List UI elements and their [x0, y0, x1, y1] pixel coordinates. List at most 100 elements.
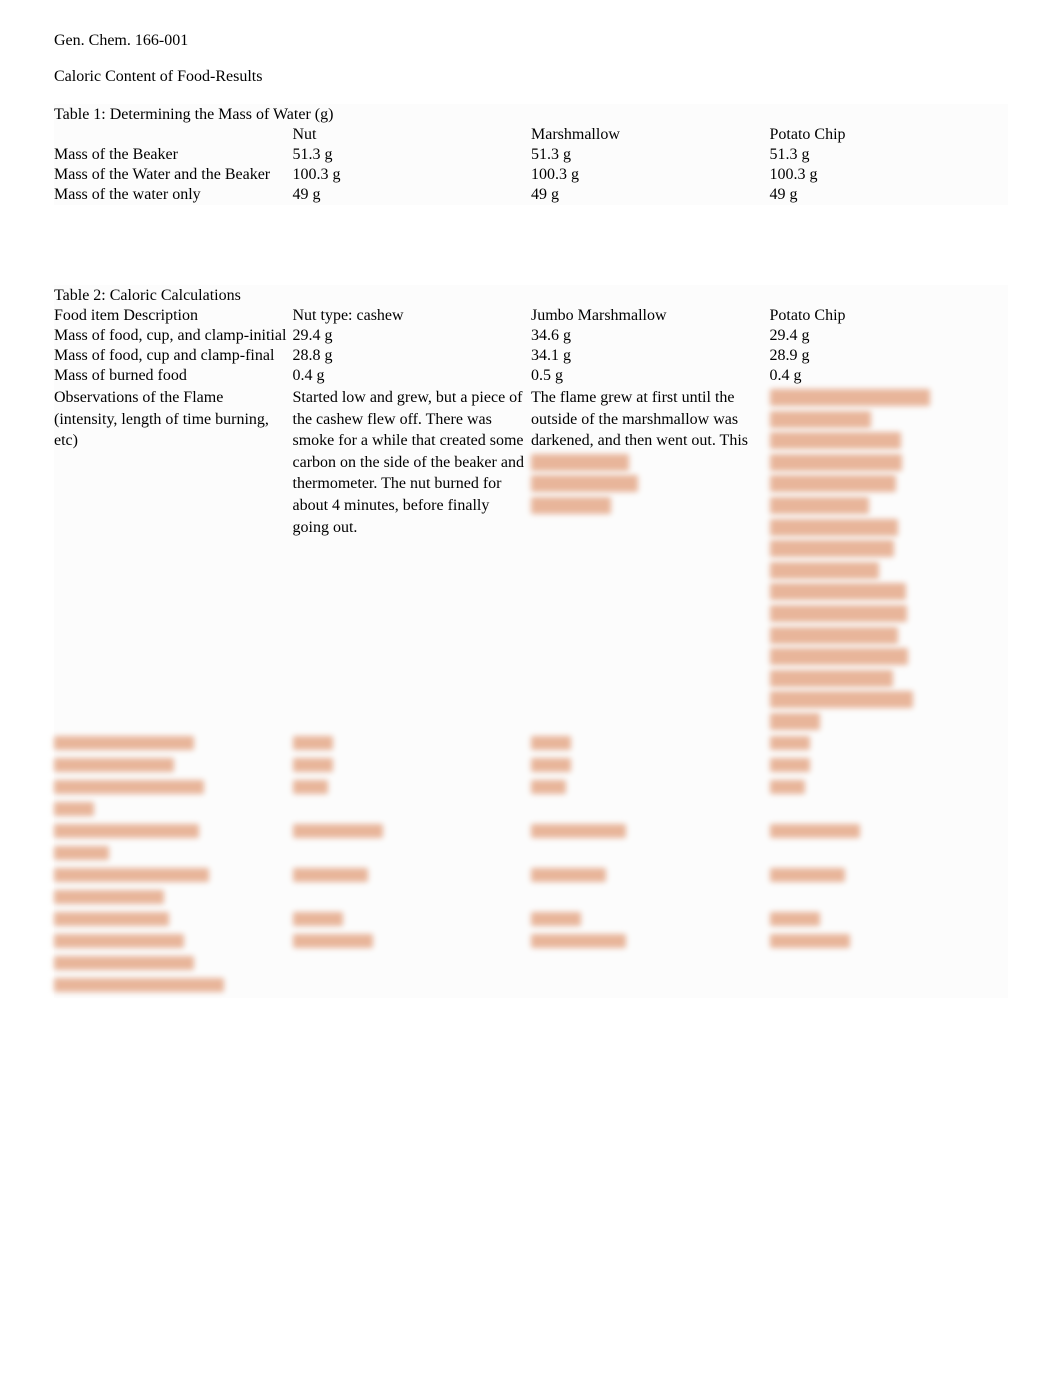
cell: 29.4 g: [293, 326, 532, 346]
blurred-text: xx: [54, 824, 199, 838]
blurred-text: xx: [54, 956, 194, 970]
blurred-text: ran and dripping. The: [770, 648, 908, 665]
blurred-text: an about. The it thing: [770, 605, 907, 622]
blurred-text: xx: [54, 780, 204, 794]
blurred-text: through the pokey on: [770, 583, 906, 600]
blurred-text: xx: [54, 736, 194, 750]
blurred-text: xx: [770, 912, 820, 926]
page-title: Caloric Content of Food-Results: [54, 68, 1008, 86]
cell: 100.3 g: [293, 165, 532, 185]
blurred-text: little place I tried: [770, 562, 880, 579]
blurred-text: burned beneath the f: [770, 432, 901, 449]
blurred-text: xx: [770, 780, 805, 794]
table-header-cell: Nut: [293, 125, 532, 145]
blurred-text: xx: [531, 912, 581, 926]
blurred-text: xx: [531, 736, 571, 750]
table-row: Observations of the Flame (intensity, le…: [54, 386, 1008, 734]
table-2: Table 2: Caloric Calculations Food item …: [54, 285, 1008, 998]
table-header-cell: Potato Chip: [770, 125, 1009, 145]
blurred-text: xx: [770, 934, 850, 948]
observation-text: The flame grew at first until the outsid…: [531, 389, 748, 449]
blurred-text: xx: [770, 736, 810, 750]
cell: The flame grew at first until the outsid…: [531, 386, 770, 734]
cell: 29.4 g: [770, 326, 1009, 346]
table-row: Mass of the water only 49 g 49 g 49 g: [54, 185, 1008, 205]
cell: 49 g: [770, 185, 1009, 205]
blurred-text: xx: [54, 802, 94, 816]
row-label: Mass of burned food: [54, 366, 293, 386]
blurred-text: the flame turned the: [770, 519, 898, 536]
cell: 51.3 g: [531, 145, 770, 165]
blurred-text: xx: [293, 736, 333, 750]
blurred-text: xx: [54, 978, 224, 992]
blurred-text: xx: [54, 868, 209, 882]
cell: 28.8 g: [293, 346, 532, 366]
blurred-text: swelling around the: [770, 475, 896, 492]
blurred-text: xx: [531, 868, 606, 882]
blurred-text: xx: [293, 868, 368, 882]
blurred-text: xx: [54, 934, 184, 948]
table-1-caption: Table 1: Determining the Mass of Water (…: [54, 104, 1008, 125]
blurred-text: burning time of the: [770, 670, 893, 687]
cell: 0.5 g: [531, 366, 770, 386]
row-label: Mass of the Water and the Beaker: [54, 165, 293, 185]
cell: 34.6 g: [531, 326, 770, 346]
blurred-row: xx xx xx xx: [54, 932, 1008, 954]
table-row: Mass of burned food 0.4 g 0.5 g 0.4 g: [54, 366, 1008, 386]
table-1: Table 1: Determining the Mass of Water (…: [54, 104, 1008, 205]
blurred-text: xx: [54, 890, 164, 904]
table-row: Nut Marshmallow Potato Chip: [54, 125, 1008, 145]
blurred-row: xx xx xx xx: [54, 734, 1008, 756]
table-row: Food item Description Nut type: cashew J…: [54, 306, 1008, 326]
cell: 100.3 g: [531, 165, 770, 185]
cell: The chip was different in some of the oi…: [770, 386, 1009, 734]
blurred-text: xx: [770, 868, 845, 882]
cell: 51.3 g: [770, 145, 1009, 165]
blurred-text: like a matter: [531, 497, 611, 514]
blurred-text: The chip was different in: [770, 389, 931, 406]
row-label: Observations of the Flame (intensity, le…: [54, 386, 293, 734]
table-row: Mass of the Beaker 51.3 g 51.3 g 51.3 g: [54, 145, 1008, 165]
blurred-text: xx: [531, 934, 626, 948]
table-row: Mass of food, cup, and clamp-initial 29.…: [54, 326, 1008, 346]
blurred-text: xx: [54, 912, 169, 926]
blurred-text: xx: [293, 934, 373, 948]
blurred-text: food holder and then: [770, 454, 903, 471]
cell: Potato Chip: [770, 306, 1009, 326]
blurred-text: xx: [54, 846, 109, 860]
table-2-caption: Table 2: Caloric Calculations: [54, 285, 1008, 306]
row-label: Mass of food, cup and clamp-final: [54, 346, 293, 366]
blurred-text: xx: [54, 758, 174, 772]
blurred-text: quick as burning: [531, 475, 638, 492]
blurred-row: xx xx xx xx: [54, 910, 1008, 932]
blurred-row: xx xx xx xx: [54, 822, 1008, 844]
row-label: Mass of food, cup, and clamp-initial: [54, 326, 293, 346]
table-row: Mass of the Water and the Beaker 100.3 g…: [54, 165, 1008, 185]
blurred-text: cup. Then the o: [770, 497, 869, 514]
table-header-cell: Marshmallow: [531, 125, 770, 145]
blurred-row: xx: [54, 976, 1008, 998]
cell: 51.3 g: [293, 145, 532, 165]
cell: 100.3 g: [770, 165, 1009, 185]
blurred-row: xx xx xx xx: [54, 866, 1008, 888]
blurred-text: xx: [293, 912, 343, 926]
blurred-row: xx: [54, 954, 1008, 976]
cell: 28.9 g: [770, 346, 1009, 366]
cell: Started low and grew, but a piece of the…: [293, 386, 532, 734]
blurred-text: chip. When I set up: [770, 540, 895, 557]
blurred-text: xx: [293, 824, 383, 838]
blurred-row: xx xx xx xx: [54, 778, 1008, 800]
blurred-text: the chip attracted so: [770, 627, 898, 644]
cell: 0.4 g: [770, 366, 1009, 386]
blurred-text: some of the oils: [770, 411, 872, 428]
blurred-text: xx: [531, 824, 626, 838]
table-row: Mass of food, cup and clamp-final 28.8 g…: [54, 346, 1008, 366]
spacer: [54, 205, 1008, 285]
blurred-text: about 1 minute and 40: [770, 691, 913, 708]
blurred-text: xx: [531, 758, 571, 772]
table-header-cell: [54, 125, 293, 145]
cell: 34.1 g: [531, 346, 770, 366]
cell: Nut type: cashew: [293, 306, 532, 326]
cell: 49 g: [531, 185, 770, 205]
blurred-text: xx: [293, 780, 328, 794]
